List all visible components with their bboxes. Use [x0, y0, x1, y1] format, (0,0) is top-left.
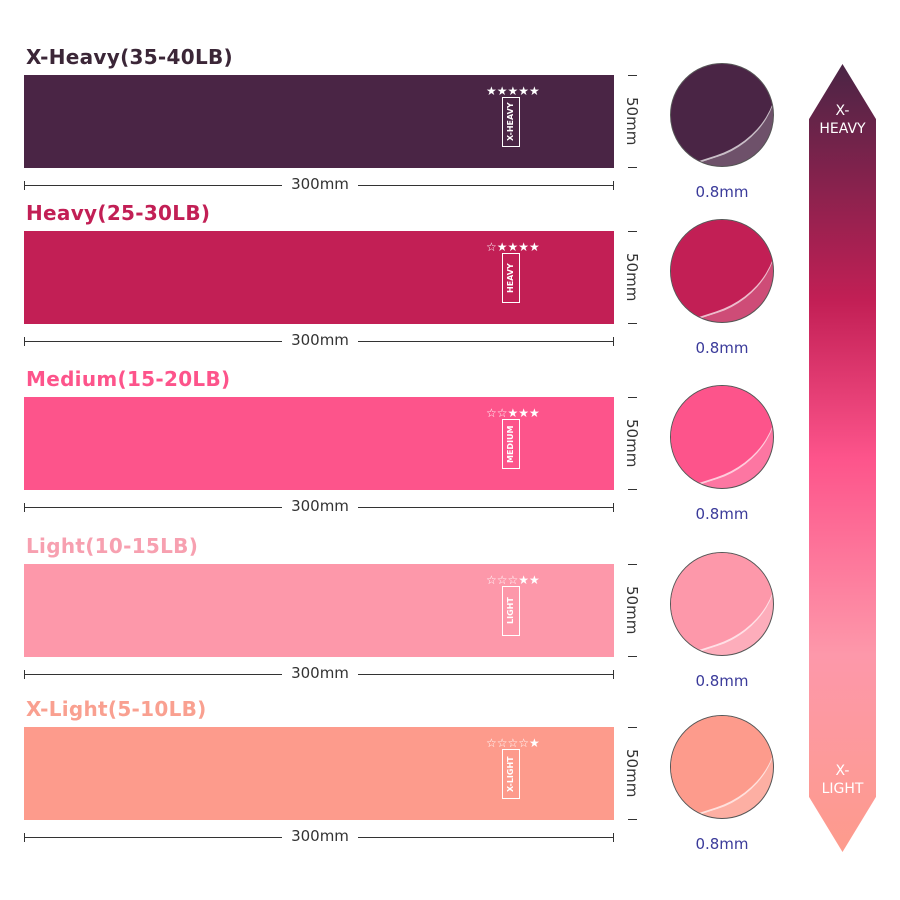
tick	[628, 323, 637, 324]
band-title: Medium(15-20LB)	[26, 367, 231, 391]
height-label: 50mm	[623, 252, 641, 302]
height-label: 50mm	[623, 585, 641, 635]
band-level-tag: HEAVY	[502, 253, 520, 303]
height-dimension-line	[628, 397, 637, 490]
band-fold	[671, 220, 773, 322]
band-thickness-closeup	[670, 552, 774, 656]
band-fold	[671, 64, 773, 166]
tick	[628, 489, 637, 490]
band-level-tag: X-HEAVY	[502, 97, 520, 147]
band-thickness-closeup	[670, 219, 774, 323]
band-thickness-closeup	[670, 385, 774, 489]
rating-stars: ☆☆★★★	[486, 406, 540, 420]
thickness-label: 0.8mm	[695, 835, 749, 853]
band-fold	[671, 386, 773, 488]
band-title: Light(10-15LB)	[26, 534, 199, 558]
height-label: 50mm	[623, 96, 641, 146]
width-label: 300mm	[282, 331, 358, 349]
scale-top-label: X- HEAVY	[819, 103, 866, 137]
scale-bottom-label: X- LIGHT	[821, 763, 864, 797]
rating-stars: ☆☆☆☆★	[486, 736, 540, 750]
width-label: 300mm	[282, 175, 358, 193]
height-dimension-line	[628, 727, 637, 820]
rating-stars: ☆☆☆★★	[486, 573, 540, 587]
thickness-label: 0.8mm	[695, 339, 749, 357]
band-title: Heavy(25-30LB)	[26, 201, 211, 225]
tick	[628, 564, 637, 565]
width-label: 300mm	[282, 664, 358, 682]
band-fold	[671, 716, 773, 818]
band-swatch: ☆☆☆★★ LIGHT	[24, 564, 614, 657]
band-title: X-Heavy(35-40LB)	[26, 45, 233, 69]
band-swatch: ☆☆★★★ MEDIUM	[24, 397, 614, 490]
band-level-tag: X-LIGHT	[502, 749, 520, 799]
thickness-label: 0.8mm	[695, 183, 749, 201]
height-dimension-line	[628, 75, 637, 168]
height-dimension-line	[628, 564, 637, 657]
rating-stars: ☆★★★★	[486, 240, 540, 254]
height-label: 50mm	[623, 418, 641, 468]
tick	[628, 727, 637, 728]
width-label: 300mm	[282, 827, 358, 845]
height-dimension-line	[628, 231, 637, 324]
intensity-scale-arrow	[809, 64, 876, 852]
tick	[628, 819, 637, 820]
tick	[628, 231, 637, 232]
tick	[628, 397, 637, 398]
tick	[628, 75, 637, 76]
band-swatch: ☆☆☆☆★ X-LIGHT	[24, 727, 614, 820]
band-thickness-closeup	[670, 715, 774, 819]
tick	[628, 167, 637, 168]
band-swatch: ★★★★★ X-HEAVY	[24, 75, 614, 168]
band-level-tag: MEDIUM	[502, 419, 520, 469]
thickness-label: 0.8mm	[695, 505, 749, 523]
tick	[628, 656, 637, 657]
band-thickness-closeup	[670, 63, 774, 167]
band-swatch: ☆★★★★ HEAVY	[24, 231, 614, 324]
thickness-label: 0.8mm	[695, 672, 749, 690]
height-label: 50mm	[623, 748, 641, 798]
width-label: 300mm	[282, 497, 358, 515]
band-title: X-Light(5-10LB)	[26, 697, 207, 721]
rating-stars: ★★★★★	[486, 84, 540, 98]
band-level-tag: LIGHT	[502, 586, 520, 636]
band-fold	[671, 553, 773, 655]
